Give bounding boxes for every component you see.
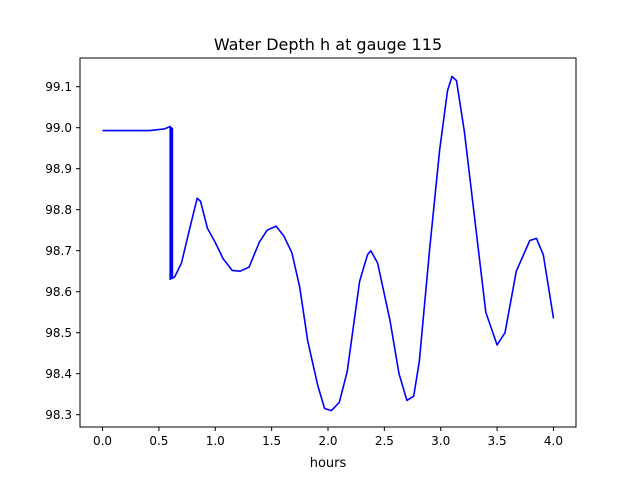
y-tick-label: 98.4 (45, 367, 72, 381)
y-tick-label: 98.7 (45, 244, 72, 258)
series-line-h (102, 75, 555, 412)
x-tick-label: 0.5 (149, 434, 168, 448)
plot-area (102, 75, 555, 412)
x-tick-label: 2.5 (375, 434, 394, 448)
x-tick-label: 4.0 (544, 434, 563, 448)
x-tick-label: 1.0 (206, 434, 225, 448)
y-axis: 98.3 98.4 98.5 98.6 98.7 98.8 98.9 99.0 99.1 (45, 80, 80, 422)
x-axis-label: hours (310, 456, 347, 471)
chart-title: Water Depth h at gauge 115 (214, 35, 442, 54)
x-tick-label: 1.5 (262, 434, 281, 448)
y-tick-label: 98.6 (45, 285, 72, 299)
x-axis: 0.0 0.5 1.0 1.5 2.0 2.5 3.0 3.5 4.0 (93, 427, 563, 448)
y-tick-label: 98.8 (45, 203, 72, 217)
x-tick-label: 0.0 (93, 434, 112, 448)
y-tick-label: 98.5 (45, 326, 72, 340)
x-tick-label: 3.5 (488, 434, 507, 448)
x-tick-label: 3.0 (431, 434, 450, 448)
axes-frame (79, 57, 577, 428)
y-tick-label: 99.0 (45, 121, 72, 135)
y-tick-label: 98.3 (45, 408, 72, 422)
x-tick-label: 2.0 (318, 434, 337, 448)
y-tick-label: 98.9 (45, 162, 72, 176)
y-tick-label: 99.1 (45, 80, 72, 94)
